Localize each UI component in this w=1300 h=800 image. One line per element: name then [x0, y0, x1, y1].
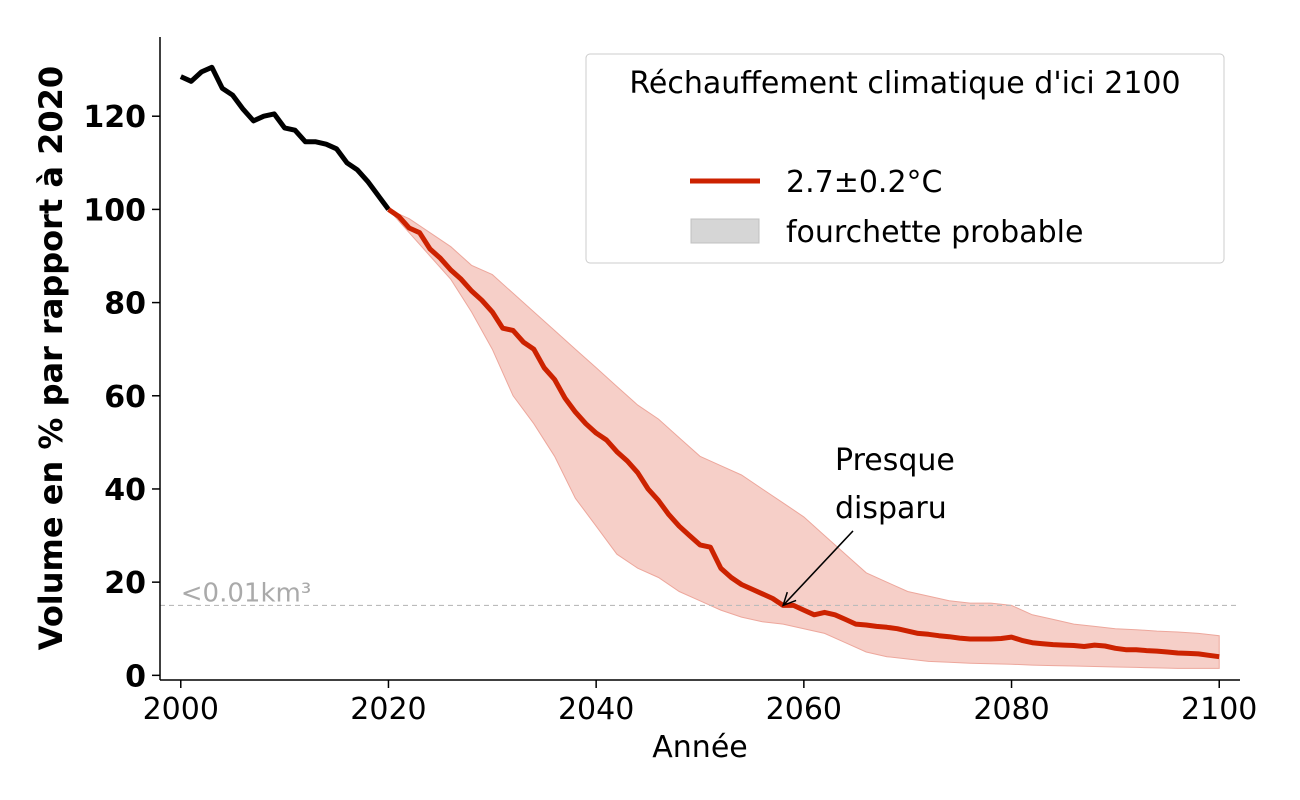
- legend-band-swatch: [690, 218, 760, 244]
- y-tick-label: 0: [125, 659, 146, 694]
- y-tick-label: 60: [104, 380, 146, 415]
- threshold-layer: <0.01km³: [160, 578, 1240, 608]
- annotation-arrow: [782, 530, 854, 606]
- x-ticks: 2000 2020 2040 2060 2080 2100: [143, 680, 1257, 727]
- x-tick-label: 2020: [350, 692, 426, 727]
- x-tick-label: 2060: [766, 692, 842, 727]
- x-tick-label: 2100: [1181, 692, 1257, 727]
- annotation-line-1: Presque: [835, 443, 955, 478]
- legend-entry-band: fourchette probable: [786, 215, 1083, 250]
- threshold-label: <0.01km³: [181, 578, 311, 608]
- y-tick-label: 20: [104, 566, 146, 601]
- band-layer: [388, 208, 1220, 669]
- projection-line: [387, 207, 1220, 660]
- y-tick-label: 40: [104, 473, 146, 508]
- y-tick-label: 100: [83, 193, 146, 228]
- x-axis-label: Année: [652, 730, 747, 765]
- x-tick-label: 2000: [143, 692, 219, 727]
- y-tick-label: 120: [83, 100, 146, 135]
- annotation-line-2: disparu: [835, 491, 947, 526]
- y-ticks: 0 20 40 60 80 100 120: [83, 100, 160, 694]
- y-tick-label: 80: [104, 287, 146, 322]
- legend: Réchauffement climatique d'ici 2100 2.7±…: [585, 53, 1225, 264]
- likely-range-band: [388, 208, 1220, 669]
- y-axis-label: Volume en % par rapport à 2020: [32, 66, 70, 650]
- legend-title: Réchauffement climatique d'ici 2100: [629, 66, 1180, 101]
- legend-box: [585, 53, 1225, 264]
- annotation-arrowhead: [781, 591, 797, 607]
- annotation-presque-disparu: Presque disparu: [781, 443, 955, 607]
- x-tick-label: 2040: [558, 692, 634, 727]
- historical-line: [179, 64, 391, 211]
- x-tick-label: 2080: [973, 692, 1049, 727]
- lines-layer: [179, 64, 1220, 660]
- legend-entry-projection: 2.7±0.2°C: [786, 165, 943, 200]
